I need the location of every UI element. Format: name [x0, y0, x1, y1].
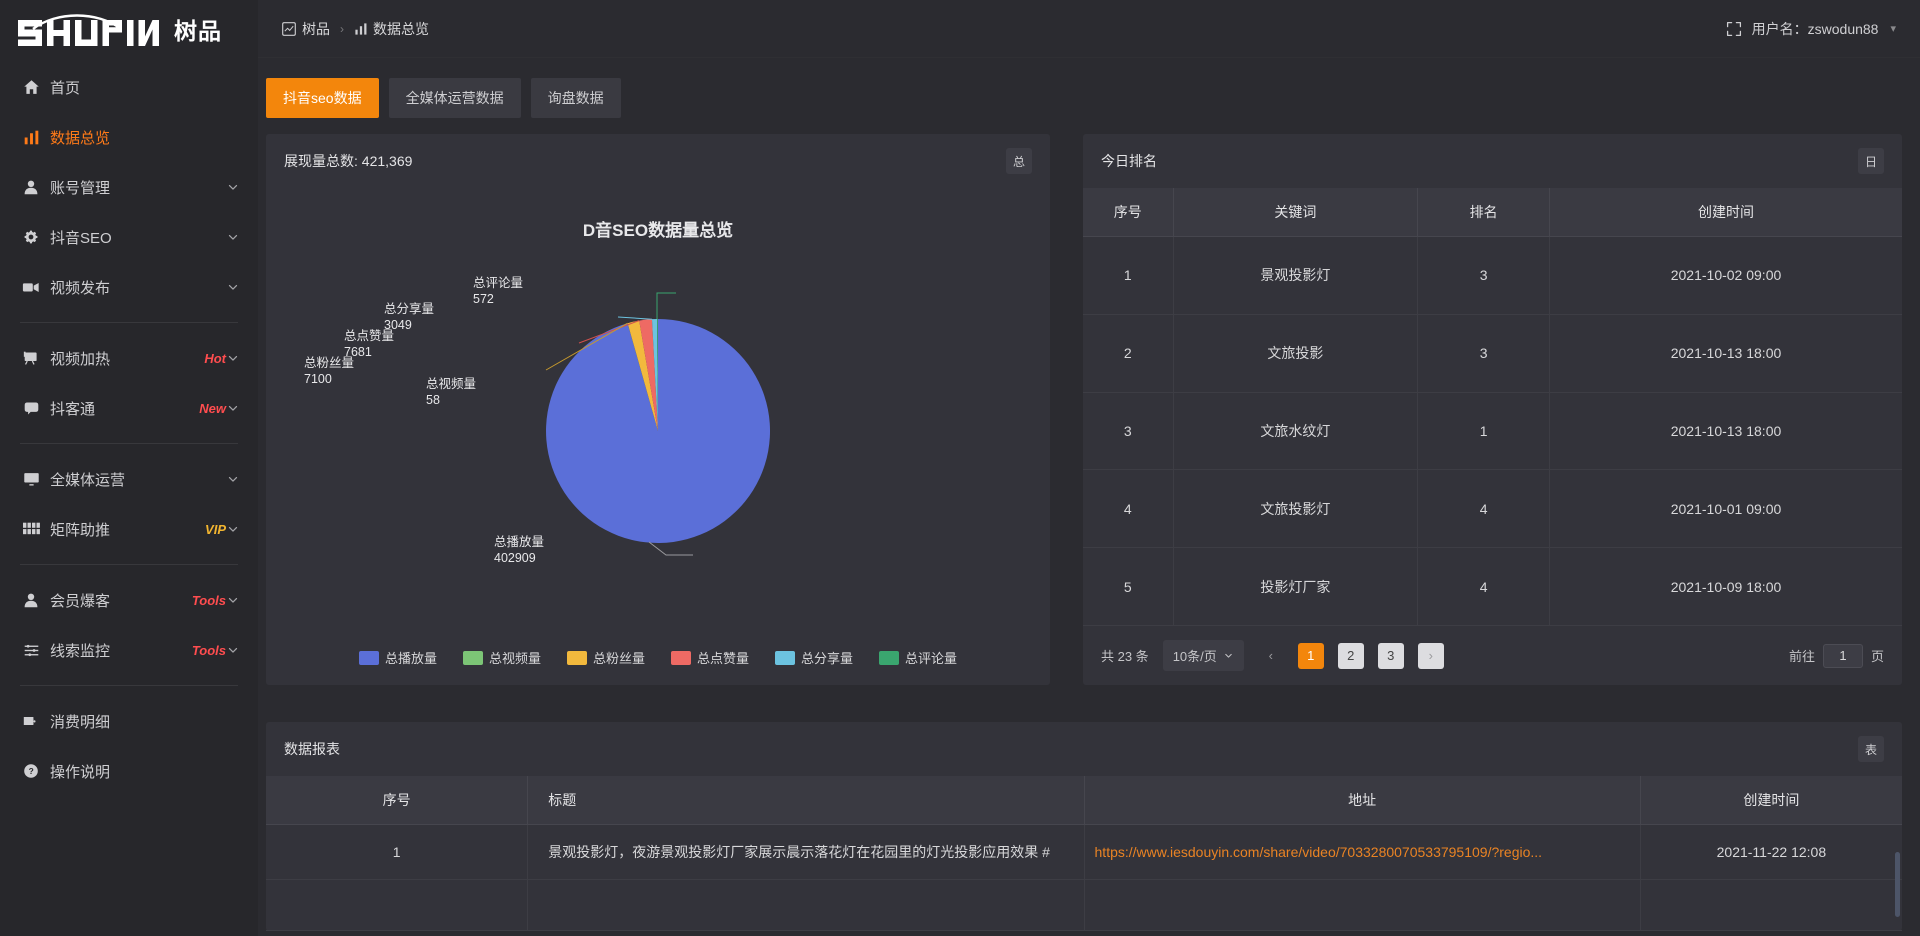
svg-text:?: ?	[29, 766, 34, 776]
